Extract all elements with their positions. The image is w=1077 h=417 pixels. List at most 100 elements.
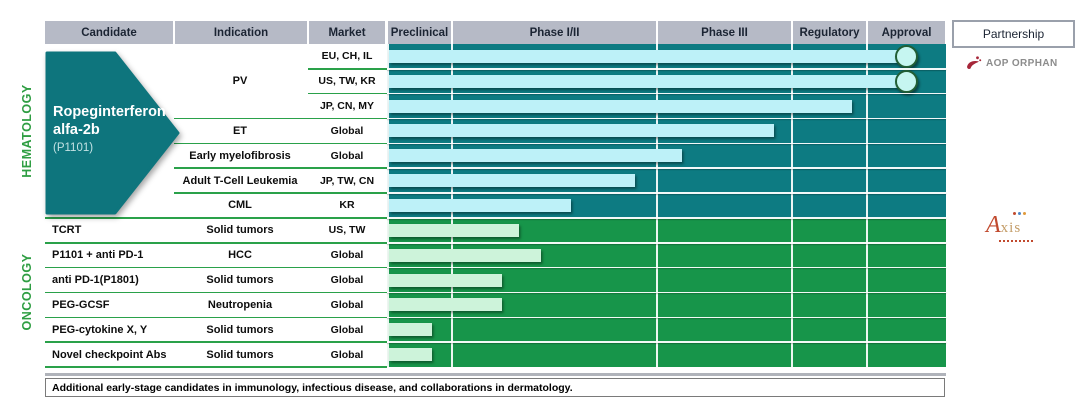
- pipeline-bar: [389, 174, 635, 188]
- row-divider: [45, 217, 387, 219]
- pipeline-bar: [389, 348, 432, 362]
- arrow-shape-icon: [45, 51, 180, 215]
- row-divider: [174, 192, 387, 194]
- pipeline-bar: [389, 298, 502, 312]
- row-divider: [174, 117, 387, 120]
- header-cell-market: Market: [309, 21, 385, 44]
- indication-cell: Solid tumors: [206, 323, 274, 336]
- market-cell: Global: [330, 298, 364, 311]
- partnership-label: Partnership: [982, 27, 1045, 41]
- indication-cell: Solid tumors: [206, 348, 274, 361]
- candidate-arrow: Ropeginterferon alfa-2b (P1101): [45, 51, 180, 215]
- market-cell: JP, CN, MY: [319, 100, 375, 113]
- pipeline-bar: [389, 199, 571, 212]
- pipeline-bar: [389, 248, 541, 262]
- phase-column-line: [387, 44, 389, 367]
- candidate-code: (P1101): [53, 142, 94, 155]
- market-cell: US, TW: [328, 224, 366, 237]
- footnote-text: Additional early-stage candidates in imm…: [52, 381, 573, 394]
- approval-marker-icon: [894, 44, 918, 68]
- partnership-header: Partnership: [952, 20, 1075, 48]
- row-divider: [308, 68, 387, 70]
- market-cell: EU, CH, IL: [321, 50, 373, 63]
- indication-cell: Neutropenia: [207, 298, 273, 311]
- bottom-divider: [45, 373, 946, 376]
- approval-marker-icon: [894, 69, 918, 93]
- phase-column-line: [791, 44, 793, 367]
- candidate-cell: P1101 + anti PD-1: [52, 249, 144, 262]
- market-cell: Global: [330, 274, 364, 287]
- footnote-box: Additional early-stage candidates in imm…: [45, 378, 945, 397]
- pipeline-bar: [389, 273, 502, 287]
- pipeline-bar: [389, 124, 774, 138]
- row-divider: [174, 167, 387, 170]
- market-cell: US, TW, KR: [318, 75, 376, 88]
- chart-row-separator: [387, 142, 946, 145]
- chart-row-separator: [387, 341, 946, 343]
- section-label-hematology: HEMATOLOGY: [20, 84, 34, 178]
- row-divider: [45, 266, 387, 269]
- axis-logo-tagline: [999, 240, 1033, 242]
- market-cell: Global: [330, 249, 364, 262]
- aop-orphan-logo: AOP ORPHAN: [966, 56, 1058, 71]
- market-cell: JP, TW, CN: [319, 174, 375, 187]
- indication-cell: Solid tumors: [206, 274, 274, 287]
- row-divider: [45, 316, 387, 319]
- header-cell-candidate: Candidate: [45, 21, 173, 44]
- axis-logo-letters-xis: xis: [1000, 220, 1022, 236]
- row-divider: [174, 142, 387, 145]
- row-divider: [45, 341, 387, 343]
- phase-column-line: [656, 44, 658, 367]
- chart-row-separator: [387, 316, 946, 319]
- aop-bird-icon: [967, 56, 982, 69]
- market-cell: Global: [330, 149, 364, 162]
- row-divider: [45, 241, 387, 244]
- pipeline-bar: [389, 99, 852, 113]
- header-cell-regulatory: Regulatory: [793, 21, 866, 44]
- indication-cell: CML: [228, 199, 252, 212]
- header-cell-approval: Approval: [868, 21, 945, 44]
- indication-cell: Solid tumors: [206, 224, 274, 237]
- chart-row-separator: [387, 266, 946, 269]
- header-cell-phase-i-ii: Phase I/II: [453, 21, 656, 44]
- pipeline-bar: [389, 74, 897, 88]
- header-cell-phase-iii: Phase III: [658, 21, 791, 44]
- section-label-oncology: ONCOLOGY: [20, 253, 34, 331]
- pipeline-bar: [389, 149, 682, 163]
- indication-cell: HCC: [228, 249, 252, 262]
- candidate-name-line1: Ropeginterferon: [53, 104, 166, 120]
- pipeline-bar: [389, 49, 897, 63]
- header-cell-preclinical: Preclinical: [388, 21, 451, 44]
- pipeline-bar: [389, 323, 432, 337]
- chart-row-separator: [387, 217, 946, 219]
- chart-row-separator: [387, 241, 946, 244]
- phase-column-line: [866, 44, 868, 367]
- aop-orphan-label: AOP ORPHAN: [986, 58, 1058, 69]
- row-divider: [45, 366, 387, 368]
- candidate-cell: TCRT: [52, 224, 82, 237]
- chart-row-separator: [387, 68, 946, 70]
- market-cell: Global: [330, 348, 364, 361]
- chart-row-separator: [387, 192, 946, 194]
- chart-row-separator: [387, 167, 946, 170]
- candidate-name-block: Ropeginterferon alfa-2b (P1101): [53, 103, 166, 156]
- market-cell: Global: [330, 323, 364, 336]
- chart-row-separator: [387, 291, 946, 294]
- candidate-cell: PEG-cytokine X, Y: [52, 323, 148, 336]
- pipeline-bar: [389, 223, 519, 237]
- indication-cell: ET: [232, 124, 248, 137]
- axis-logo-letter-a: A: [986, 212, 1001, 238]
- axis-logo: Axis: [986, 212, 1046, 248]
- candidate-name-line2: alfa-2b: [53, 122, 100, 139]
- row-divider: [45, 291, 387, 294]
- indication-cell: Early myelofibrosis: [189, 149, 291, 162]
- market-cell: Global: [330, 124, 364, 137]
- indication-cell: PV: [232, 75, 248, 88]
- candidate-cell: anti PD-1(P1801): [52, 274, 139, 287]
- chart-row-separator: [387, 92, 946, 95]
- header-cell-indication: Indication: [175, 21, 307, 44]
- row-divider: [308, 92, 387, 95]
- candidate-cell: PEG-GCSF: [52, 298, 110, 311]
- chart-row-separator: [387, 117, 946, 120]
